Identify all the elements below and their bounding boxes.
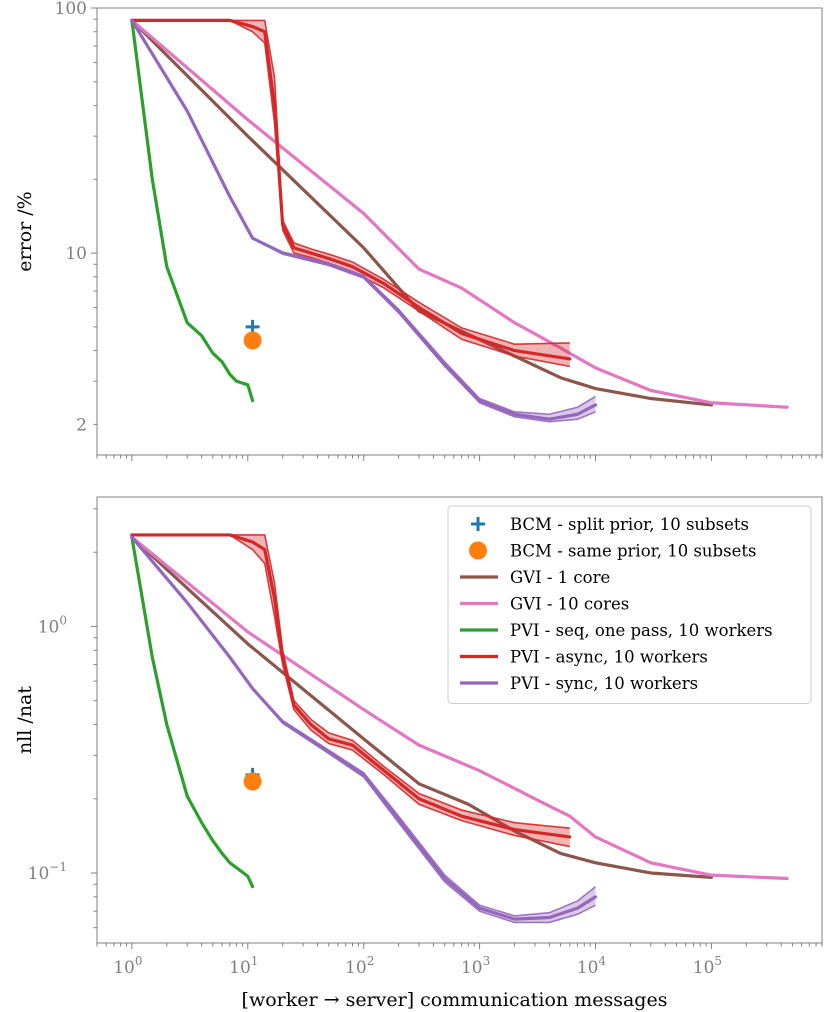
bottom-line-pvi-async-10-workers xyxy=(130,533,572,839)
legend: BCM - split prior, 10 subsets BCM - same … xyxy=(447,505,812,704)
panel-nll: 100 101 102 103 104 105 100 10−1 nll /nat [work… xyxy=(14,496,823,1011)
bottom-y-tick-label: 10−1 xyxy=(28,860,67,884)
x-axis-label: [worker → server] communication messages xyxy=(242,989,668,1011)
bottom-x-tick-label: 102 xyxy=(345,954,374,978)
bottom-x-tick-label: 105 xyxy=(693,954,722,978)
error-plot-area xyxy=(130,18,789,423)
bottom-line-gvi-10-cores xyxy=(130,535,789,881)
bottom-line-pvi-sync-10-workers xyxy=(130,535,598,921)
bottom-x-tick-label: 101 xyxy=(229,954,258,978)
legend-label: PVI - seq, one pass, 10 workers xyxy=(510,621,773,640)
top-line-pvi-async-10-workers xyxy=(130,18,572,361)
top-band-edge-pvi-async-10-workers xyxy=(131,19,570,368)
bottom-marker-bcm-same-prior-10-subsets xyxy=(243,772,262,791)
panel-error: 100 10 2 error /% xyxy=(14,0,823,461)
top-y-tick-label: 100 xyxy=(55,0,87,19)
top-line-gvi-1-core xyxy=(130,18,713,407)
error-y-axis-label: error /% xyxy=(14,191,36,271)
legend-entry-gvi-10-cores: GVI - 10 cores xyxy=(460,595,629,614)
top-line-pvi-sync-10-workers xyxy=(130,18,598,421)
top-band-edge-pvi-async-10-workers xyxy=(131,19,570,345)
legend-entry-bcm-split-prior-10-subsets: BCM - split prior, 10 subsets xyxy=(471,515,749,534)
legend-label: PVI - sync, 10 workers xyxy=(510,674,698,693)
legend-entry-pvi-sync-10-workers: PVI - sync, 10 workers xyxy=(460,674,698,693)
top-line-pvi-seq-one-pass-10-workers xyxy=(130,18,255,403)
legend-entry-pvi-async-10-workers: PVI - async, 10 workers xyxy=(460,648,708,667)
nll-axes-frame xyxy=(96,496,823,944)
nll-plot-area xyxy=(130,533,789,924)
legend-frame xyxy=(447,505,812,704)
legend-swatch xyxy=(469,541,487,560)
legend-entry-gvi-1-core: GVI - 1 core xyxy=(460,568,610,587)
bottom-line-pvi-seq-one-pass-10-workers xyxy=(130,535,255,889)
nll-y-axis-label: nll /nat xyxy=(14,686,36,754)
top-marker-bcm-same-prior-10-subsets xyxy=(243,331,262,350)
legend-label: BCM - split prior, 10 subsets xyxy=(510,515,749,534)
legend-label: BCM - same prior, 10 subsets xyxy=(510,542,756,561)
bottom-y-tick-label: 100 xyxy=(38,613,67,637)
top-y-tick-label: 10 xyxy=(65,244,87,264)
legend-entry-bcm-same-prior-10-subsets: BCM - same prior, 10 subsets xyxy=(469,541,756,561)
bottom-x-tick-label: 104 xyxy=(577,954,607,978)
legend-entry-pvi-seq-one-pass-10-workers: PVI - seq, one pass, 10 workers xyxy=(460,621,773,640)
top-y-tick-label: 2 xyxy=(76,415,87,435)
legend-label: GVI - 1 core xyxy=(510,568,610,587)
error-axes-frame xyxy=(96,7,823,456)
error-axes-ticks: 100 10 2 xyxy=(55,0,823,461)
legend-label: PVI - async, 10 workers xyxy=(510,648,708,667)
bottom-band-edge-pvi-async-10-workers xyxy=(131,534,570,848)
legend-swatch xyxy=(471,517,485,531)
top-line-gvi-10-cores xyxy=(130,18,789,409)
bottom-x-tick-label: 103 xyxy=(461,954,490,978)
legend-label: GVI - 10 cores xyxy=(510,595,629,614)
bottom-x-tick-label: 100 xyxy=(113,954,142,978)
bottom-band-edge-pvi-async-10-workers xyxy=(131,534,570,829)
